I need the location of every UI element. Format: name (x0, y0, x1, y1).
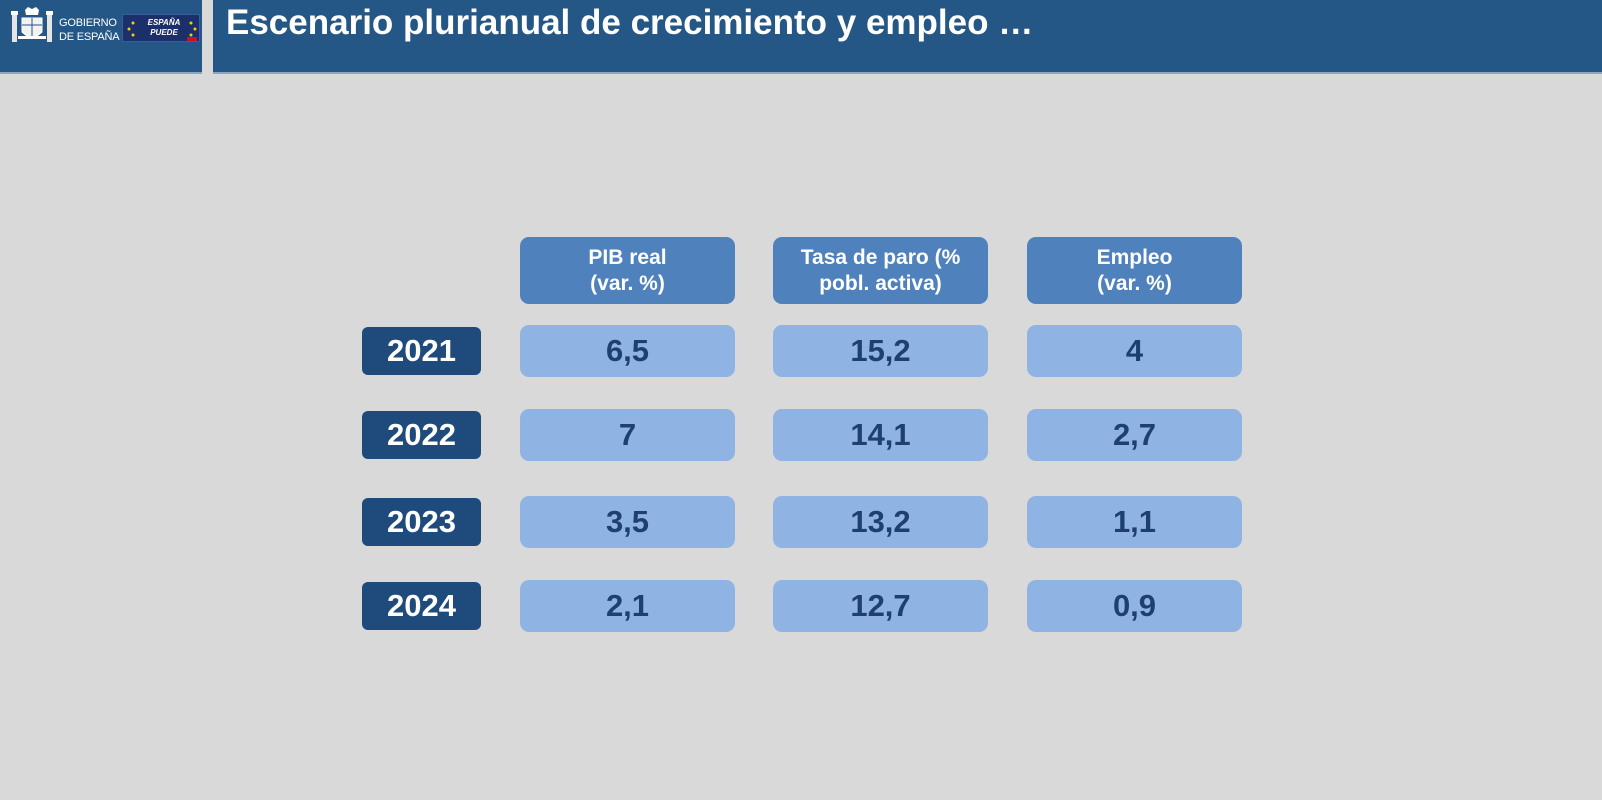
eu-stars-icon (127, 21, 197, 41)
column-header-paro: Tasa de paro (% pobl. activa) (773, 237, 988, 304)
column-header-pib: PIB real (var. %) (520, 237, 735, 304)
value-cell: 4 (1027, 325, 1242, 377)
badge-line-2: PUEDE (150, 28, 178, 37)
page-title: Escenario plurianual de crecimiento y em… (226, 3, 1034, 42)
government-name: GOBIERNO DE ESPAÑA (59, 16, 120, 44)
title-bar: Escenario plurianual de crecimiento y em… (213, 0, 1602, 74)
year-label-2024: 2024 (362, 582, 481, 630)
value-cell: 1,1 (1027, 496, 1242, 548)
coat-of-arms-icon (11, 7, 53, 42)
logo-line-1: GOBIERNO (59, 17, 117, 29)
year-label-2021: 2021 (362, 327, 481, 375)
espana-puede-badge: ESPAÑA PUEDE (122, 14, 200, 42)
column-header-line-2: pobl. activa) (819, 271, 942, 295)
column-header-empleo: Empleo (var. %) (1027, 237, 1242, 304)
column-header-line-1: Tasa de paro (% (800, 245, 961, 269)
value-cell: 13,2 (773, 496, 988, 548)
value-cell: 12,7 (773, 580, 988, 632)
year-label-2023: 2023 (362, 498, 481, 546)
value-cell: 0,9 (1027, 580, 1242, 632)
value-cell: 2,7 (1027, 409, 1242, 461)
government-logo: GOBIERNO DE ESPAÑA ESPAÑA PUEDE (0, 0, 202, 74)
column-header-line-2: (var. %) (590, 271, 665, 295)
value-cell: 3,5 (520, 496, 735, 548)
value-cell: 14,1 (773, 409, 988, 461)
column-header-line-2: (var. %) (1097, 271, 1172, 295)
year-label-2022: 2022 (362, 411, 481, 459)
badge-line-1: ESPAÑA (147, 18, 181, 27)
value-cell: 15,2 (773, 325, 988, 377)
value-cell: 6,5 (520, 325, 735, 377)
column-header-line-1: Empleo (1096, 245, 1173, 269)
value-cell: 7 (520, 409, 735, 461)
logo-line-2: DE ESPAÑA (59, 31, 120, 43)
badge-text: ESPAÑA PUEDE (143, 18, 185, 38)
column-header-line-1: PIB real (588, 245, 667, 269)
value-cell: 2,1 (520, 580, 735, 632)
